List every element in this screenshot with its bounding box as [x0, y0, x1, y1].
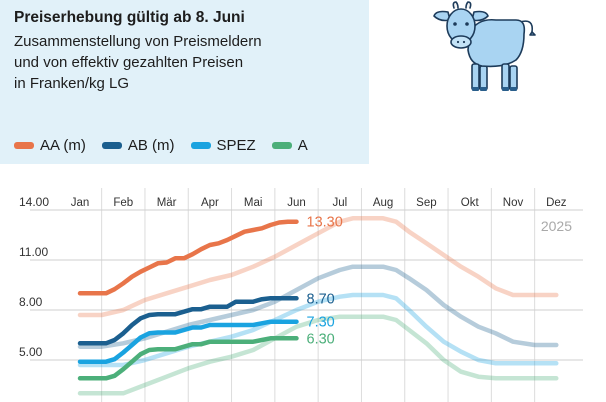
x-tick-label: Mär — [157, 197, 177, 209]
series-previous-line — [77, 216, 559, 318]
legend-label-spez: SPEZ — [216, 137, 256, 154]
y-tick-label: 14.00 — [19, 195, 49, 209]
legend-label-a: A — [297, 137, 308, 154]
data-label: 6.30 — [307, 331, 335, 347]
x-tick-label: Jan — [71, 197, 90, 209]
x-tick-label: Feb — [113, 197, 133, 209]
header-panel: Preiserhebung gültig ab 8. Juni Zusammen… — [0, 0, 369, 164]
legend-label-ab: AB (m) — [127, 137, 175, 154]
series-previous-line — [77, 292, 559, 368]
calf-illustration — [433, 1, 536, 91]
series-current-line — [77, 296, 299, 346]
legend-item-spez: SPEZ — [190, 137, 256, 154]
legend-item-aa: AA (m) — [14, 137, 86, 154]
x-tick-label: Okt — [461, 197, 480, 209]
y-tick-label: 8.00 — [19, 295, 43, 309]
series-current-line — [77, 319, 299, 364]
data-label: 13.30 — [307, 215, 343, 231]
x-tick-label: Nov — [503, 197, 524, 209]
x-tick-label: Jun — [287, 197, 306, 209]
subtitle-line-2: und von effektiv gezahlten Preisen — [14, 54, 244, 71]
data-label: 8.70 — [307, 291, 335, 307]
legend-item-ab: AB (m) — [101, 137, 175, 154]
legend-swatch-ab — [101, 142, 122, 149]
legend-swatch-a — [271, 142, 292, 149]
subtitle-line-1: Zusammenstellung von Preismeldern — [14, 33, 262, 50]
subtitle-line-3: in Franken/kg LG — [14, 75, 130, 92]
series-current-line — [77, 219, 299, 296]
y-tick-label: 11.00 — [19, 245, 48, 259]
year-label: 2025 — [541, 218, 572, 234]
x-tick-label: Dez — [546, 197, 567, 209]
price-chart: Jan Feb Mär Apr Mai Jun Jul Aug Sep Okt Nov Dez 14.0… — [19, 188, 583, 402]
chart-subtitle: Zusammenstellung von Preismeldern und vo… — [14, 31, 354, 94]
x-tick-label: Mai — [244, 197, 263, 209]
legend-swatch-aa — [14, 142, 34, 149]
y-tick-label: 5.00 — [19, 345, 43, 359]
data-label: 7.30 — [307, 315, 335, 331]
legend-item-a: A — [271, 137, 308, 154]
legend-swatch-spez — [190, 142, 211, 149]
series-previous-line — [77, 314, 559, 396]
x-tick-label: Sep — [416, 197, 436, 209]
series-current-line — [77, 336, 299, 381]
x-tick-label: Jul — [332, 197, 347, 209]
legend: AA (m) AB (m) SPEZ A — [14, 137, 324, 154]
legend-label-aa: AA (m) — [40, 137, 86, 154]
x-tick-label: Apr — [201, 197, 219, 209]
x-tick-label: Aug — [373, 197, 393, 209]
chart-title: Preiserhebung gültig ab 8. Juni — [14, 9, 245, 26]
